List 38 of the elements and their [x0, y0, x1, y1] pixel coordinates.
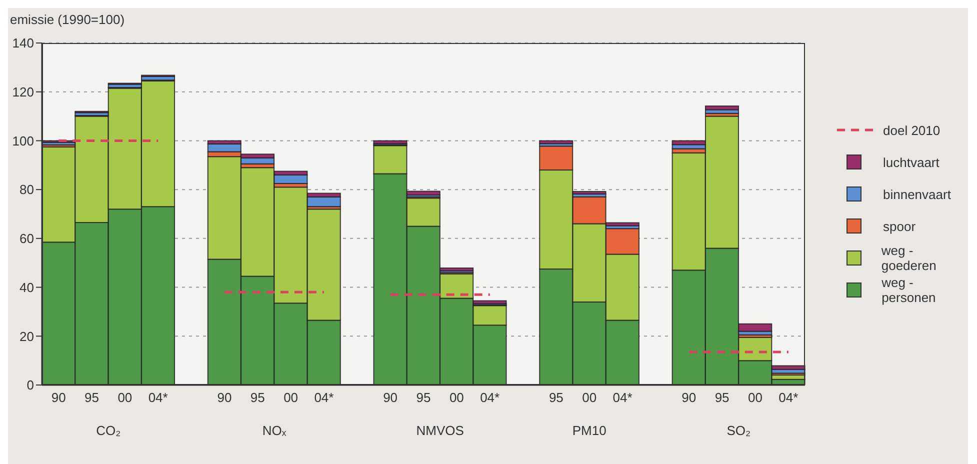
x-tick-label: 04*: [612, 390, 632, 406]
x-tick-label: 04*: [480, 390, 500, 406]
y-tick-label: 20: [20, 328, 34, 344]
legend-label: doel 2010: [883, 122, 940, 138]
x-tick-label: 95: [84, 390, 99, 406]
text: PM10: [571, 423, 608, 438]
x-tick-label: 00: [748, 390, 762, 406]
x-tick-label: 00: [118, 390, 132, 406]
y-tick-label: 100: [12, 133, 34, 148]
text: CO₂: [95, 423, 122, 438]
x-tick-label: 00: [449, 390, 464, 406]
x-tick-label: 04*: [148, 390, 168, 406]
y-tick-label: 40: [20, 280, 34, 295]
x-tick-label: 04*: [778, 390, 798, 406]
y-tick-label: 60: [20, 231, 34, 246]
x-tick-label: 95: [714, 390, 730, 406]
y-axis-title: emissie (1990=100): [10, 12, 125, 27]
y-tick-label: 0: [26, 378, 34, 393]
legend-label: binnenvaart: [883, 186, 951, 202]
legend-label: spoor: [883, 218, 916, 234]
y-tick-label: 120: [12, 84, 34, 100]
text: NOₓ: [261, 423, 288, 438]
x-tick-label: 04*: [314, 390, 334, 406]
x-tick-label: 00: [582, 390, 597, 406]
x-tick-label: 95: [548, 390, 564, 406]
x-tick-label: 95: [416, 390, 431, 406]
x-tick-label: 90: [383, 390, 398, 406]
x-tick-label: 90: [217, 390, 232, 406]
x-tick-label: 95: [250, 390, 265, 406]
text: SO₂: [726, 423, 752, 438]
legend-label: luchtvaart: [883, 154, 940, 170]
x-tick-label: 90: [51, 390, 66, 406]
x-tick-label: 90: [682, 390, 696, 406]
x-tick-label: 00: [284, 390, 298, 406]
y-tick-label: 140: [12, 36, 34, 51]
text: NMVOS: [415, 423, 465, 438]
legend-label: weg - personen: [882, 275, 937, 305]
y-tick-label: 80: [20, 182, 34, 198]
